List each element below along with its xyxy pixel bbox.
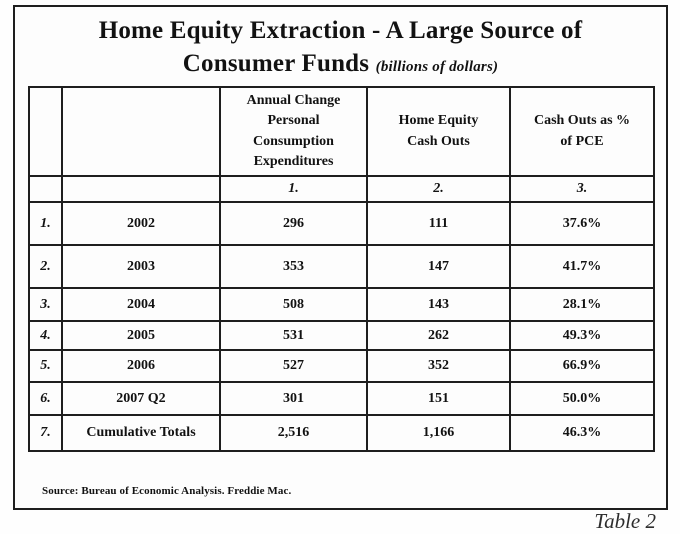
row-number-cell: 2. [28, 244, 63, 289]
pct-cell: 41.7% [509, 244, 655, 289]
subheader-cell-empty-num [28, 175, 63, 203]
column-index-2: 2. [366, 175, 511, 203]
header-cell-cashouts: Home Equity Cash Outs [366, 86, 511, 177]
pct-cell: 28.1% [509, 287, 655, 322]
pct-cell: 50.0% [509, 381, 655, 416]
pct-cell: 66.9% [509, 349, 655, 383]
data-table: Annual Change Personal Consumption Expen… [28, 86, 655, 452]
doc-title: Home Equity Extraction - A Large Source … [15, 14, 666, 80]
year-cell: 2007 Q2 [61, 381, 221, 416]
year-cell: 2003 [61, 244, 221, 289]
row-number-cell: 4. [28, 320, 63, 351]
table-caption: Table 2 [594, 509, 656, 533]
pce-cell: 2,516 [219, 414, 368, 452]
row-number-cell: 7. [28, 414, 63, 452]
table-frame: Home Equity Extraction - A Large Source … [13, 5, 668, 510]
header-cell-pct: Cash Outs as % of PCE [509, 86, 655, 177]
row-number-cell: 6. [28, 381, 63, 416]
cashout-cell: 147 [366, 244, 511, 289]
table-row: 5. 2006 527 352 66.9% [28, 349, 655, 383]
cashout-cell: 151 [366, 381, 511, 416]
year-cell: 2002 [61, 201, 221, 246]
totals-label-cell: Cumulative Totals [61, 414, 221, 452]
table-row: 2. 2003 353 147 41.7% [28, 244, 655, 289]
table-row: 1. 2002 296 111 37.6% [28, 201, 655, 246]
table-row: 3. 2004 508 143 28.1% [28, 287, 655, 322]
year-cell: 2006 [61, 349, 221, 383]
cashout-cell: 352 [366, 349, 511, 383]
header-cell-empty-num [28, 86, 63, 177]
cashout-cell: 143 [366, 287, 511, 322]
column-index-1: 1. [219, 175, 368, 203]
subheader-cell-empty-label [61, 175, 221, 203]
title-line1: Home Equity Extraction - A Large Source … [98, 17, 583, 44]
year-cell: 2004 [61, 287, 221, 322]
row-number-cell: 5. [28, 349, 63, 383]
pct-cell: 37.6% [509, 201, 655, 246]
pce-cell: 301 [219, 381, 368, 416]
pce-cell: 508 [219, 287, 368, 322]
table-row: 4. 2005 531 262 49.3% [28, 320, 655, 351]
row-number-cell: 1. [28, 201, 63, 246]
header-cell-empty-label [61, 86, 221, 177]
title-line2: Consumer Funds [182, 50, 370, 77]
pct-cell: 49.3% [509, 320, 655, 351]
cashout-cell: 262 [366, 320, 511, 351]
row-number-cell: 3. [28, 287, 63, 322]
pce-cell: 296 [219, 201, 368, 246]
column-index-3: 3. [509, 175, 655, 203]
year-cell: 2005 [61, 320, 221, 351]
pce-cell: 527 [219, 349, 368, 383]
source-note: Source: Bureau of Economic Analysis. Fre… [42, 485, 292, 497]
table-row: 6. 2007 Q2 301 151 50.0% [28, 381, 655, 416]
header-cell-pce: Annual Change Personal Consumption Expen… [219, 86, 368, 177]
title-unit-note: (billions of dollars) [375, 59, 499, 75]
header-row: Annual Change Personal Consumption Expen… [28, 86, 655, 177]
pce-cell: 531 [219, 320, 368, 351]
table-row: 7. Cumulative Totals 2,516 1,166 46.3% [28, 414, 655, 452]
pct-cell: 46.3% [509, 414, 655, 452]
subheader-row: 1. 2. 3. [28, 175, 655, 203]
pce-cell: 353 [219, 244, 368, 289]
cashout-cell: 111 [366, 201, 511, 246]
cashout-cell: 1,166 [366, 414, 511, 452]
